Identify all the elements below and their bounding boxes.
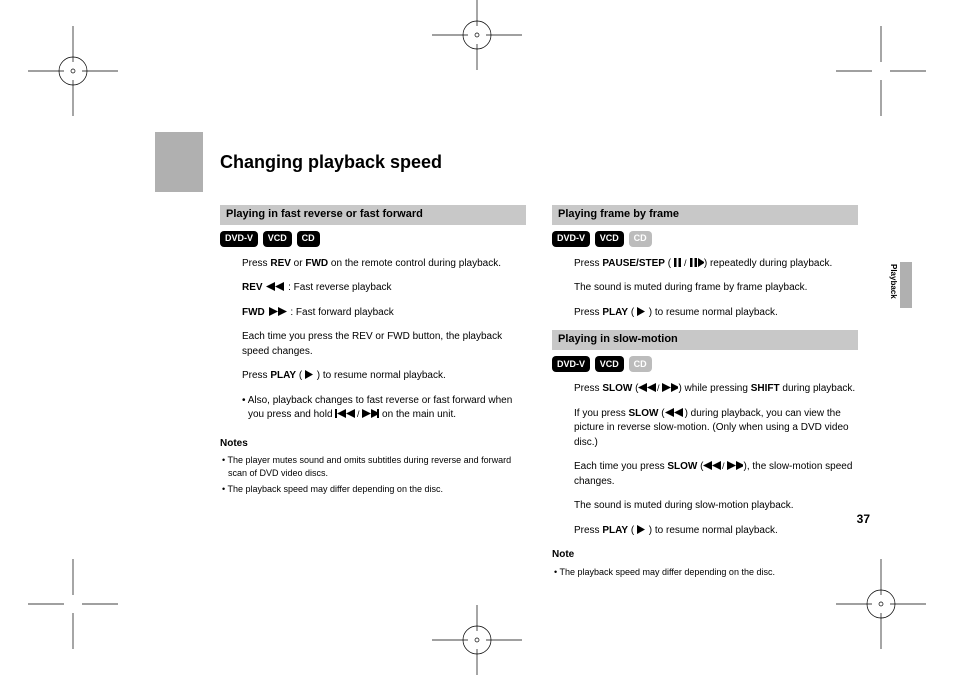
bullet-main-unit: • Also, playback changes to fast reverse…	[248, 394, 526, 423]
badges-slow: DVD-V VCD CD	[552, 356, 858, 372]
page-number: 37	[857, 512, 870, 526]
para-play-resume-slow: Press PLAY ( ) to resume normal playback…	[574, 524, 858, 539]
slow-rev-icon	[665, 408, 685, 417]
note-right-1: • The playback speed may differ dependin…	[552, 566, 858, 578]
line-fwd: FWD : Fast forward playback	[242, 306, 526, 321]
play-icon	[637, 525, 646, 534]
para-press-play: Press PLAY ( ) to resume normal playback…	[242, 369, 526, 384]
para-sound-muted-frame: The sound is muted during frame by frame…	[574, 281, 858, 296]
forward-icon	[268, 307, 288, 316]
svg-text:/: /	[684, 258, 687, 267]
badge-vcd: VCD	[263, 231, 292, 247]
badge-vcd: VCD	[595, 231, 624, 247]
badge-dvdv: DVD-V	[220, 231, 258, 247]
crop-mark-bl	[28, 559, 118, 649]
para-play-resume-frame: Press PLAY ( ) to resume normal playback…	[574, 306, 858, 321]
note-left-1: • The player mutes sound and omits subti…	[220, 454, 526, 478]
side-tab: Playback	[868, 262, 912, 308]
section-heading-frame: Playing frame by frame	[552, 205, 858, 225]
play-icon	[637, 307, 646, 316]
badge-vcd: VCD	[595, 356, 624, 372]
para-slow-each-time: Each time you press SLOW ( / ), the slow…	[574, 460, 858, 489]
notes-heading-left: Notes	[220, 437, 526, 452]
note-left-2: • The playback speed may differ dependin…	[220, 483, 526, 495]
pause-step-icon: /	[674, 258, 704, 267]
section-heading-fastrev: Playing in fast reverse or fast forward	[220, 205, 526, 225]
rewind-icon	[265, 282, 285, 291]
badge-cd: CD	[297, 231, 320, 247]
chapter-block	[155, 132, 203, 192]
notes-heading-right: Note	[552, 548, 858, 563]
svg-text:/: /	[357, 409, 360, 418]
para-each-time: Each time you press the REV or FWD butto…	[242, 330, 526, 359]
para-pause-step: Press PAUSE/STEP ( / ) repeatedly during…	[574, 257, 858, 272]
page-content: Changing playback speed Playback Playing…	[160, 60, 860, 620]
left-column: Playing in fast reverse or fast forward …	[220, 205, 526, 582]
play-icon	[305, 370, 314, 379]
page-title: Changing playback speed	[220, 152, 442, 173]
badge-cd-dim: CD	[629, 231, 652, 247]
para-press-rev-fwd: Press REV or FWD on the remote control d…	[242, 257, 526, 272]
side-tab-label: Playback	[889, 264, 898, 299]
para-slow-reverse: If you press SLOW () during playback, yo…	[574, 407, 858, 451]
para-slow-shift: Press SLOW ( / ) while pressing SHIFT du…	[574, 382, 858, 397]
badge-dvdv: DVD-V	[552, 231, 590, 247]
badges-fastrev: DVD-V VCD CD	[220, 231, 526, 247]
badge-cd-dim: CD	[629, 356, 652, 372]
slow-both-icon: /	[638, 383, 678, 392]
crop-mark-tl	[28, 26, 118, 116]
line-rev: REV : Fast reverse playback	[242, 281, 526, 296]
para-sound-muted-slow: The sound is muted during slow-motion pl…	[574, 499, 858, 514]
slow-both-icon: /	[703, 461, 743, 470]
svg-text:/: /	[657, 383, 660, 392]
section-heading-slow: Playing in slow-motion	[552, 330, 858, 350]
right-column: Playing frame by frame DVD-V VCD CD Pres…	[552, 205, 858, 582]
badge-dvdv: DVD-V	[552, 356, 590, 372]
badges-frame: DVD-V VCD CD	[552, 231, 858, 247]
skip-icons: /	[335, 409, 379, 418]
svg-text:/: /	[722, 461, 725, 470]
